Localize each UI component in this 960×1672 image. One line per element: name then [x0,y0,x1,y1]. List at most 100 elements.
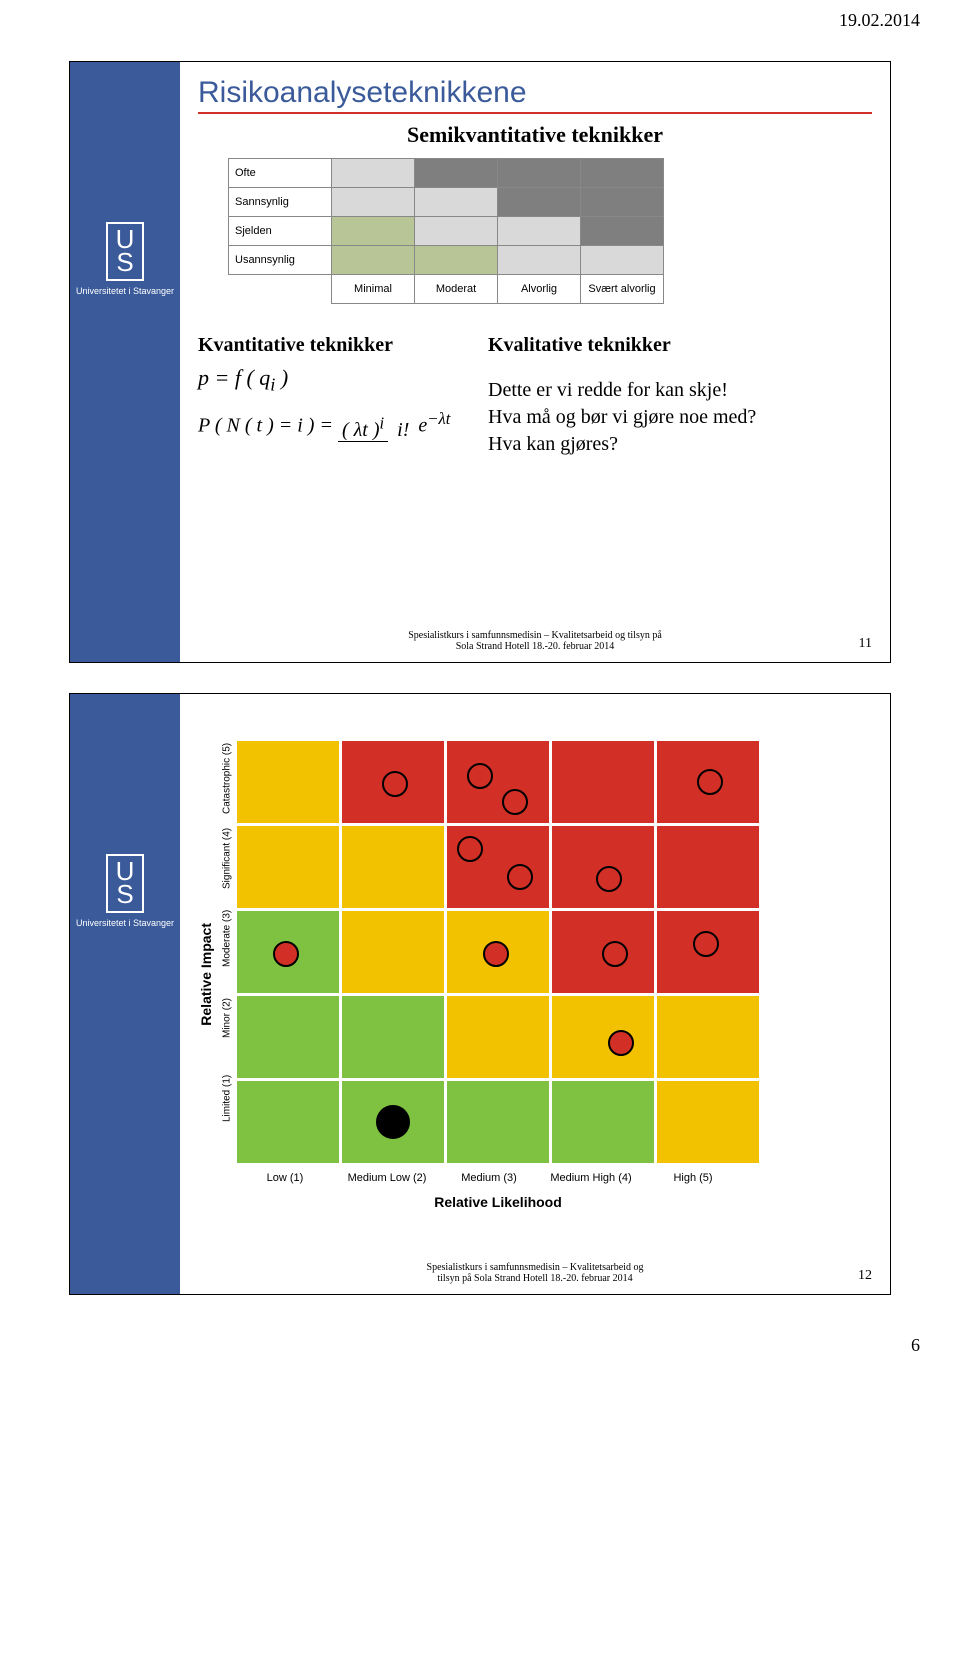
matrix-cell [498,188,581,217]
heatmap-xcats: Low (1)Medium Low (2)Medium (3)Medium Hi… [234,1166,744,1190]
matrix-cell [332,159,415,188]
ycat: Moderate (3) [220,898,234,978]
heatmap-cell [551,740,656,825]
heatmap-dot [608,1030,634,1056]
xcat: High (5) [642,1166,744,1190]
ycat: Minor (2) [220,978,234,1058]
matrix-cell [581,159,664,188]
xcat: Medium Low (2) [336,1166,438,1190]
qual-head: Kvalitative teknikker [488,334,872,357]
heatmap-cell [236,740,341,825]
heatmap-cell [656,910,761,995]
heatmap [234,738,762,1166]
slide-2: US Universitetet i Stavanger Relative Im… [69,693,891,1295]
slide1-pagenum: 11 [859,636,872,652]
matrix-collabel: Svært alvorlig [581,275,664,304]
heatmap-dot [502,789,528,815]
matrix-cell [332,188,415,217]
formula-1: p = f ( qi ) [198,365,458,395]
qual-line3: Hva kan gjøres? [488,433,872,456]
heatmap-cell [446,910,551,995]
heatmap-cell [551,1080,656,1165]
matrix-cell [498,159,581,188]
logo-sub: Universitetet i Stavanger [76,287,174,297]
heatmap-cell [236,825,341,910]
matrix-cell [332,246,415,275]
matrix-rowlabel: Sjelden [229,217,332,246]
heatmap-cell [446,995,551,1080]
slide1-subtitle: Semikvantitative teknikker [198,122,872,148]
matrix-cell [498,246,581,275]
slide-sidebar: US Universitetet i Stavanger [70,694,180,1294]
slide1-title: Risikoanalyseteknikkene [198,76,872,110]
heatmap-cell [236,995,341,1080]
xcat: Medium (3) [438,1166,540,1190]
heatmap-cell [656,995,761,1080]
matrix-cell [498,217,581,246]
slide2-footer: Spesialistkurs i samfunnsmedisin – Kvali… [180,1262,890,1284]
heatmap-dot [507,864,533,890]
slide1-footer: Spesialistkurs i samfunnsmedisin – Kvali… [180,630,890,652]
heatmap-cell [446,740,551,825]
heatmap-dot [457,836,483,862]
matrix-collabel: Moderat [415,275,498,304]
heatmap-dot [376,1105,410,1139]
slide1-content: Risikoanalyseteknikkene Semikvantitative… [180,62,890,662]
xcat: Medium High (4) [540,1166,642,1190]
heatmap-cell [656,825,761,910]
qual-line2: Hva må og bør vi gjøre noe med? [488,406,872,429]
heatmap-cell [656,740,761,825]
matrix-cell [415,246,498,275]
ycat: Limited (1) [220,1058,234,1138]
page-date: 19.02.2014 [0,0,960,31]
heatmap-xlabel: Relative Likelihood [234,1194,762,1210]
heatmap-ycats: Catastrophic (5)Significant (4)Moderate … [220,738,234,1138]
logo-us: US [106,222,145,281]
matrix-cell [581,188,664,217]
ycat: Catastrophic (5) [220,738,234,818]
heatmap-cell [341,1080,446,1165]
heatmap-cell [446,1080,551,1165]
heatmap-dot [483,941,509,967]
matrix-rowlabel: Usannsynlig [229,246,332,275]
heatmap-dot [697,769,723,795]
matrix-cell [415,188,498,217]
heatmap-dot [382,771,408,797]
logo-us: US [106,854,145,913]
heatmap-cell [341,995,446,1080]
heatmap-ylabel: Relative Impact [198,923,214,1026]
matrix-rowlabel: Sannsynlig [229,188,332,217]
heatmap-cell [551,825,656,910]
heatmap-cell [341,740,446,825]
doc-pagenum: 6 [0,1325,960,1386]
matrix-cell [581,217,664,246]
quant-head: Kvantitative teknikker [198,334,458,357]
matrix-cell [581,246,664,275]
formula-2: P ( N ( t ) = i ) = ( λt )i i! e−λt [198,409,458,441]
matrix-cell [415,217,498,246]
slide2-pagenum: 12 [858,1268,872,1284]
heatmap-cell [551,910,656,995]
qual-line1: Dette er vi redde for kan skje! [488,379,872,402]
logo-sub: Universitetet i Stavanger [76,919,174,929]
heatmap-cell [341,910,446,995]
heatmap-cell [341,825,446,910]
heatmap-dot [273,941,299,967]
heatmap-cell [656,1080,761,1165]
heatmap-dot [602,941,628,967]
divider [198,112,872,114]
logo: US Universitetet i Stavanger [76,854,174,929]
matrix-collabel: Alvorlig [498,275,581,304]
matrix-rowlabel: Ofte [229,159,332,188]
heatmap-dot [596,866,622,892]
xcat: Low (1) [234,1166,336,1190]
matrix-cell [415,159,498,188]
slide-sidebar: US Universitetet i Stavanger [70,62,180,662]
matrix-cell [332,217,415,246]
heatmap-cell [236,910,341,995]
heatmap-cell [446,825,551,910]
heatmap-dot [467,763,493,789]
heatmap-cell [551,995,656,1080]
ycat: Significant (4) [220,818,234,898]
slide2-content: Relative Impact Catastrophic (5)Signific… [180,694,890,1294]
